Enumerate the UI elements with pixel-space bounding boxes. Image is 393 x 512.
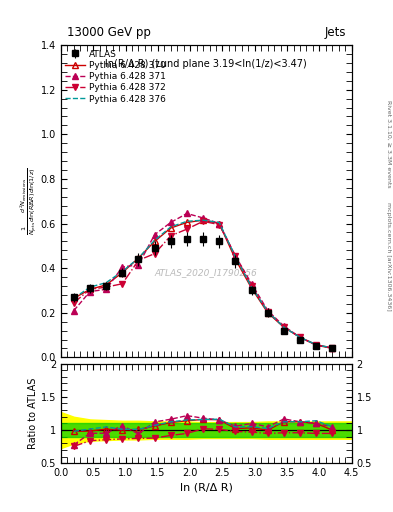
Pythia 6.428 376 <box>185 218 189 224</box>
Pythia 6.428 376 <box>249 284 254 290</box>
Line: Pythia 6.428 370: Pythia 6.428 370 <box>71 217 336 352</box>
Pythia 6.428 376 <box>281 324 286 330</box>
Legend: ATLAS, Pythia 6.428 370, Pythia 6.428 371, Pythia 6.428 372, Pythia 6.428 376: ATLAS, Pythia 6.428 370, Pythia 6.428 37… <box>64 48 167 105</box>
Pythia 6.428 376 <box>104 280 108 286</box>
Pythia 6.428 370 <box>152 238 157 244</box>
Pythia 6.428 371 <box>249 281 254 287</box>
Pythia 6.428 370 <box>120 269 125 275</box>
Pythia 6.428 372 <box>249 283 254 289</box>
Pythia 6.428 376 <box>201 217 206 223</box>
Pythia 6.428 370 <box>88 286 92 292</box>
Pythia 6.428 376 <box>169 224 173 230</box>
Pythia 6.428 371 <box>88 288 92 294</box>
Pythia 6.428 371 <box>185 210 189 217</box>
Pythia 6.428 376 <box>88 284 92 290</box>
Pythia 6.428 371 <box>136 262 141 268</box>
Pythia 6.428 376 <box>298 334 302 340</box>
Pythia 6.428 370 <box>265 310 270 316</box>
Text: Rivet 3.1.10, ≥ 3.3M events: Rivet 3.1.10, ≥ 3.3M events <box>386 99 391 187</box>
Pythia 6.428 371 <box>281 323 286 329</box>
Pythia 6.428 376 <box>72 295 76 302</box>
Pythia 6.428 370 <box>281 324 286 330</box>
Text: mcplots.cern.ch [arXiv:1306.3436]: mcplots.cern.ch [arXiv:1306.3436] <box>386 202 391 310</box>
Line: Pythia 6.428 376: Pythia 6.428 376 <box>74 220 332 348</box>
Pythia 6.428 370 <box>136 255 141 261</box>
Pythia 6.428 371 <box>120 264 125 270</box>
Pythia 6.428 372 <box>217 222 222 228</box>
Pythia 6.428 372 <box>281 324 286 330</box>
Y-axis label: $\frac{1}{N_\mathrm{jets}}\frac{d^2\! N_\mathrm{emissions}}{d\!\ln(R/\!\Delta R): $\frac{1}{N_\mathrm{jets}}\frac{d^2\! N_… <box>18 167 39 235</box>
Text: ln(R/Δ R) (Lund plane 3.19<ln(1/z)<3.47): ln(R/Δ R) (Lund plane 3.19<ln(1/z)<3.47) <box>105 59 307 69</box>
Pythia 6.428 376 <box>330 345 335 351</box>
Pythia 6.428 371 <box>217 221 222 227</box>
Pythia 6.428 372 <box>314 342 319 348</box>
Pythia 6.428 376 <box>265 309 270 315</box>
Pythia 6.428 371 <box>330 345 335 351</box>
Pythia 6.428 372 <box>104 284 108 290</box>
Pythia 6.428 371 <box>169 219 173 225</box>
Pythia 6.428 370 <box>249 285 254 291</box>
Pythia 6.428 372 <box>88 286 92 292</box>
Pythia 6.428 376 <box>314 342 319 348</box>
Pythia 6.428 370 <box>298 334 302 340</box>
Pythia 6.428 376 <box>120 268 125 274</box>
Pythia 6.428 372 <box>201 218 206 224</box>
Pythia 6.428 370 <box>330 346 335 352</box>
Pythia 6.428 370 <box>217 221 222 227</box>
Line: Pythia 6.428 372: Pythia 6.428 372 <box>71 218 336 351</box>
Pythia 6.428 370 <box>104 282 108 288</box>
X-axis label: ln (R/Δ R): ln (R/Δ R) <box>180 482 233 493</box>
Pythia 6.428 372 <box>233 253 238 259</box>
Pythia 6.428 370 <box>233 256 238 262</box>
Pythia 6.428 372 <box>330 345 335 351</box>
Pythia 6.428 370 <box>314 342 319 348</box>
Pythia 6.428 371 <box>152 231 157 238</box>
Text: ATLAS_2020_I1790256: ATLAS_2020_I1790256 <box>155 269 258 278</box>
Pythia 6.428 370 <box>185 219 189 225</box>
Y-axis label: Ratio to ATLAS: Ratio to ATLAS <box>28 378 38 449</box>
Pythia 6.428 376 <box>136 255 141 261</box>
Pythia 6.428 372 <box>169 233 173 239</box>
Pythia 6.428 376 <box>152 237 157 243</box>
Pythia 6.428 370 <box>72 295 76 302</box>
Pythia 6.428 372 <box>152 250 157 257</box>
Pythia 6.428 372 <box>185 226 189 232</box>
Pythia 6.428 376 <box>217 219 222 225</box>
Pythia 6.428 372 <box>136 257 141 263</box>
Pythia 6.428 372 <box>298 334 302 340</box>
Text: Jets: Jets <box>324 26 346 39</box>
Pythia 6.428 371 <box>104 286 108 292</box>
Pythia 6.428 371 <box>72 307 76 313</box>
Pythia 6.428 370 <box>201 217 206 223</box>
Pythia 6.428 371 <box>314 342 319 348</box>
Pythia 6.428 372 <box>120 281 125 287</box>
Pythia 6.428 371 <box>265 307 270 313</box>
Pythia 6.428 376 <box>233 254 238 260</box>
Pythia 6.428 372 <box>72 300 76 306</box>
Pythia 6.428 371 <box>201 215 206 221</box>
Pythia 6.428 371 <box>298 334 302 340</box>
Pythia 6.428 370 <box>169 225 173 231</box>
Pythia 6.428 371 <box>233 253 238 259</box>
Text: 13000 GeV pp: 13000 GeV pp <box>67 26 151 39</box>
Pythia 6.428 372 <box>265 309 270 315</box>
Line: Pythia 6.428 371: Pythia 6.428 371 <box>71 210 336 351</box>
